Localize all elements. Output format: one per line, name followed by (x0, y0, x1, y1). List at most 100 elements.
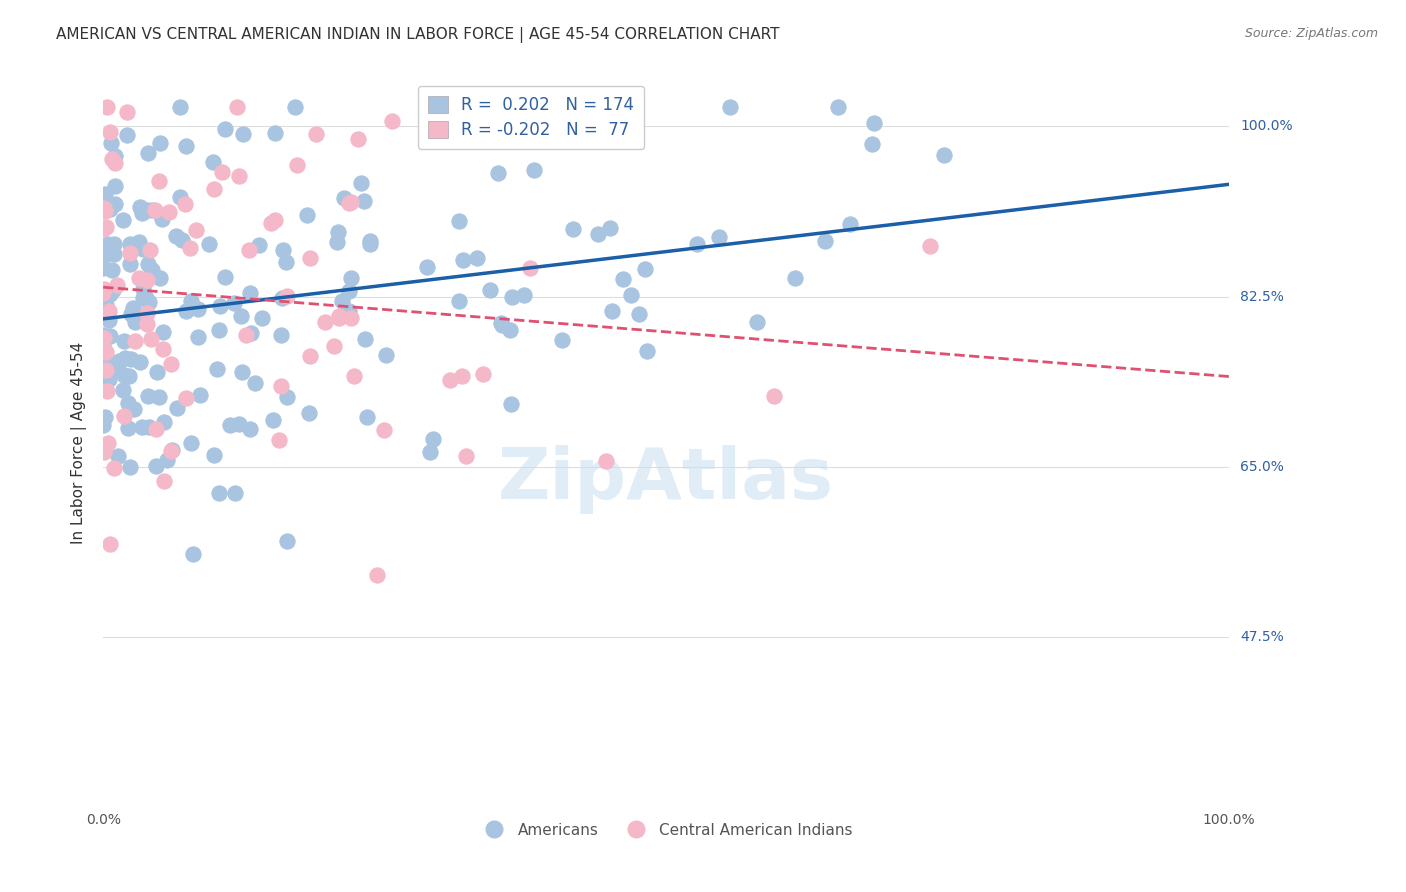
Point (599, 221, 621, 235)
Point (276, 289, 298, 303)
Point (298, 405, 321, 419)
Point (333, 191, 356, 205)
Point (359, 234, 381, 248)
Point (101, 239, 124, 253)
Point (91, 339, 114, 353)
Point (763, 389, 786, 403)
Point (276, 390, 298, 404)
Point (612, 272, 634, 286)
Point (228, 169, 250, 184)
Point (170, 233, 193, 247)
Point (169, 100, 191, 114)
Point (337, 196, 360, 211)
Point (860, 137, 883, 152)
Legend: Americans, Central American Indians: Americans, Central American Indians (472, 817, 859, 844)
Point (173, 197, 195, 211)
Point (153, 474, 176, 488)
Point (128, 200, 150, 214)
Point (128, 270, 150, 285)
Point (97, 372, 120, 386)
Point (284, 100, 307, 114)
Point (91, 286, 114, 301)
Point (94, 220, 117, 235)
Point (586, 227, 609, 242)
Point (117, 396, 139, 410)
Point (150, 212, 173, 227)
Point (114, 351, 136, 366)
Text: AMERICAN VS CENTRAL AMERICAN INDIAN IN LABOR FORCE | AGE 45-54 CORRELATION CHART: AMERICAN VS CENTRAL AMERICAN INDIAN IN L… (56, 27, 780, 43)
Point (159, 443, 181, 458)
Point (465, 251, 488, 265)
Point (138, 257, 160, 271)
Point (224, 295, 246, 310)
Text: 100.0%: 100.0% (1240, 120, 1292, 133)
Point (93, 201, 115, 215)
Point (174, 304, 197, 318)
Point (112, 409, 135, 424)
Point (181, 547, 204, 561)
Point (685, 236, 707, 251)
Point (285, 158, 308, 172)
Point (628, 307, 651, 321)
Point (96, 100, 118, 114)
Point (117, 421, 139, 435)
Point (353, 194, 375, 209)
Point (152, 325, 174, 339)
Point (145, 458, 167, 473)
Point (366, 568, 388, 582)
Point (145, 365, 167, 379)
Point (451, 253, 474, 268)
Point (149, 136, 172, 151)
Point (501, 290, 523, 304)
Point (276, 533, 298, 548)
Point (131, 420, 153, 434)
Point (783, 270, 806, 285)
Point (314, 315, 336, 329)
Point (104, 197, 127, 211)
Point (239, 422, 262, 436)
Point (416, 260, 439, 274)
Point (153, 415, 176, 429)
Point (519, 260, 541, 275)
Point (198, 237, 221, 252)
Point (135, 317, 157, 331)
Text: 65.0%: 65.0% (1240, 460, 1284, 474)
Point (337, 284, 360, 298)
Point (100, 136, 122, 150)
Point (863, 115, 886, 129)
Point (620, 288, 643, 302)
Point (273, 243, 295, 257)
Point (98, 125, 121, 139)
Point (839, 217, 862, 231)
Point (91, 221, 114, 235)
Point (139, 244, 162, 258)
Point (340, 310, 363, 325)
Point (523, 163, 546, 178)
Point (132, 243, 155, 257)
Point (305, 127, 328, 141)
Point (328, 310, 350, 325)
Point (337, 303, 360, 318)
Point (174, 139, 197, 153)
Point (451, 369, 474, 384)
Point (122, 402, 145, 417)
Point (595, 454, 617, 468)
Point (98, 329, 121, 343)
Point (169, 190, 191, 204)
Point (136, 306, 159, 320)
Point (141, 263, 163, 277)
Point (238, 285, 260, 300)
Point (299, 349, 322, 363)
Point (91, 249, 114, 263)
Point (131, 205, 153, 219)
Point (94, 409, 117, 424)
Point (375, 348, 398, 362)
Point (91, 327, 114, 342)
Point (97, 237, 120, 252)
Point (179, 241, 201, 255)
Point (166, 401, 188, 415)
Point (101, 262, 124, 277)
Point (449, 293, 471, 308)
Point (262, 412, 284, 426)
Point (122, 301, 145, 315)
